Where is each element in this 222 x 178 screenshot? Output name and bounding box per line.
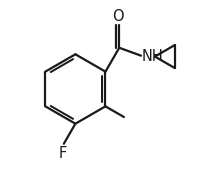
Text: O: O <box>112 9 124 24</box>
Text: NH: NH <box>142 49 164 64</box>
Text: F: F <box>59 146 67 161</box>
